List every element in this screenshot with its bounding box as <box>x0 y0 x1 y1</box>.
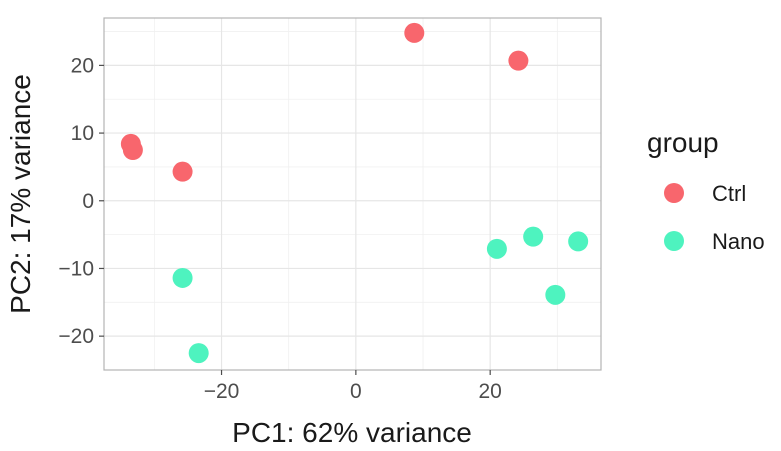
x-tick-label: 20 <box>479 380 502 403</box>
legend-key-nano <box>664 231 684 251</box>
data-point-nano <box>172 267 193 288</box>
legend-title: group <box>647 127 719 158</box>
y-tick-label: 10 <box>71 122 94 145</box>
data-point-ctrl <box>172 161 193 182</box>
y-tick-label: −10 <box>58 257 94 280</box>
data-point-nano <box>523 226 544 247</box>
data-point-ctrl <box>404 22 425 43</box>
legend-label-nano: Nano <box>712 229 765 254</box>
legend: group Ctrl Nano <box>647 127 765 254</box>
data-points <box>120 22 589 364</box>
y-axis-tick-labels: −20 −10 0 10 20 <box>58 54 94 348</box>
data-point-nano <box>568 231 589 252</box>
y-axis-title: PC2: 17% variance <box>5 74 36 314</box>
data-point-ctrl <box>122 140 143 160</box>
x-axis-tick-labels: −20 0 20 <box>204 380 502 403</box>
x-axis-title: PC1: 62% variance <box>232 417 472 448</box>
major-grid <box>104 18 601 370</box>
legend-entries: Ctrl Nano <box>664 181 765 254</box>
plot-panel <box>104 18 601 370</box>
axis-ticks <box>99 64 491 375</box>
x-tick-label: 0 <box>350 380 362 403</box>
data-point-nano <box>188 343 209 364</box>
y-tick-label: 0 <box>82 190 94 213</box>
x-tick-label: −20 <box>204 380 240 403</box>
y-tick-label: 20 <box>71 54 94 77</box>
data-point-ctrl <box>508 50 529 71</box>
legend-key-ctrl <box>664 183 684 203</box>
y-tick-label: −20 <box>58 325 94 348</box>
data-point-nano <box>545 284 566 305</box>
plot-border <box>103 17 602 371</box>
data-point-nano <box>486 238 507 259</box>
legend-label-ctrl: Ctrl <box>712 181 746 206</box>
